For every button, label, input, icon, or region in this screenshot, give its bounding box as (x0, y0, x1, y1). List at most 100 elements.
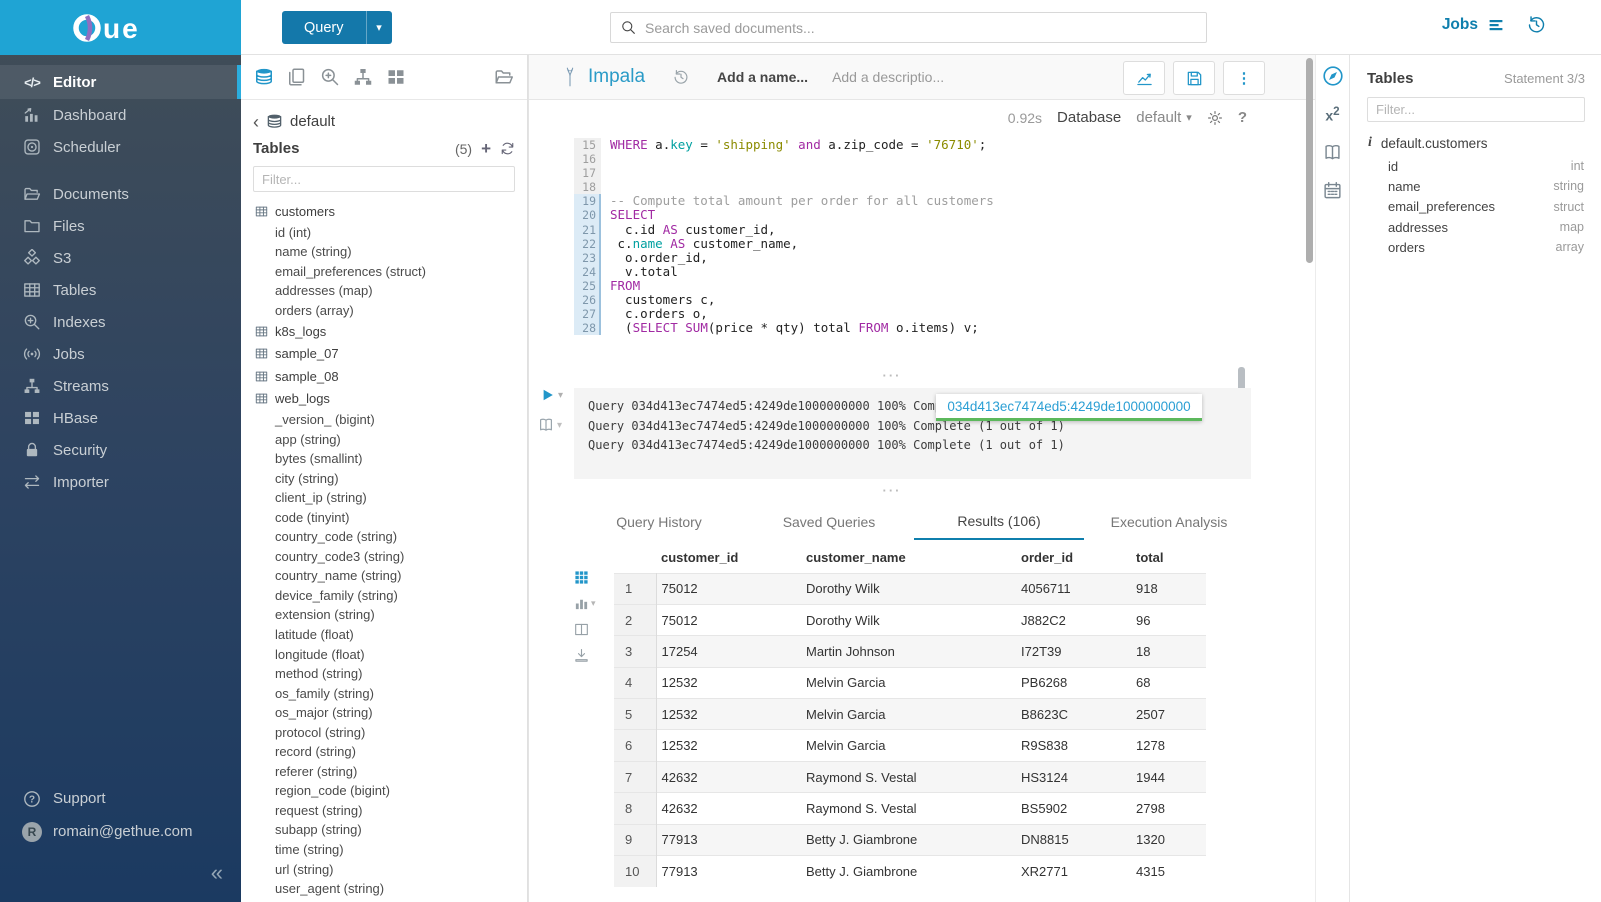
query-button[interactable]: Query ▾ (282, 11, 392, 44)
column-item[interactable]: request (string) (275, 802, 363, 818)
execute-options-caret[interactable]: ▾ (558, 389, 564, 401)
column-item[interactable]: bytes (smallint) (275, 451, 363, 467)
jobs-link[interactable]: Jobs (1441, 15, 1478, 33)
table-row[interactable]: 7 42632 Raymond S. Vestal HS3124 1944 (614, 760, 1206, 793)
assist-column-orders[interactable]: orders array (1388, 237, 1584, 257)
execute-button[interactable]: ▾ (541, 388, 563, 402)
table-item-k8s-logs[interactable]: k8s_logs (255, 320, 527, 342)
assist-column-email-preferences[interactable]: email_preferences struct (1388, 197, 1584, 217)
zoom-in-icon[interactable] (320, 67, 340, 87)
query-dropdown-caret[interactable]: ▾ (365, 11, 392, 44)
chart-view-button[interactable]: ▾ (574, 596, 596, 611)
add-table-button[interactable]: + (481, 138, 491, 158)
editor-resize-handle[interactable]: ··· (882, 368, 902, 383)
help-button[interactable]: ? (1237, 109, 1247, 126)
search-input[interactable] (645, 19, 1196, 36)
sidebar-item-streams[interactable]: Streams (0, 370, 241, 402)
column-item[interactable]: os_major (string) (275, 705, 373, 721)
tab-query-history[interactable]: Query History (616, 513, 702, 530)
more-actions-button[interactable]: ⋮ (1223, 61, 1265, 95)
active-table-row[interactable]: i default.customers (1351, 122, 1601, 151)
column-item[interactable]: name (string) (275, 244, 352, 260)
column-item[interactable]: os_family (string) (275, 685, 374, 701)
column-header-total[interactable]: total (1136, 550, 1164, 566)
assist-column-addresses[interactable]: addresses map (1388, 217, 1584, 237)
assist-tab-language-docs[interactable] (1316, 135, 1349, 169)
column-item[interactable]: latitude (float) (275, 626, 354, 642)
column-item[interactable]: url (string) (275, 861, 334, 877)
global-search[interactable] (610, 12, 1207, 43)
engine-name[interactable]: Impala (588, 66, 646, 87)
grid-view-button[interactable] (574, 570, 596, 585)
column-item[interactable]: country_code3 (string) (275, 548, 405, 564)
column-item[interactable]: extension (string) (275, 607, 375, 623)
hue-logo[interactable]: ue (0, 0, 241, 55)
column-item[interactable]: time (string) (275, 841, 344, 857)
column-item[interactable]: city (string) (275, 470, 339, 486)
sidebar-item-support[interactable]: ? Support (0, 782, 241, 815)
column-item[interactable]: addresses (map) (275, 283, 373, 299)
column-item[interactable]: country_code (string) (275, 529, 398, 545)
save-button[interactable] (1173, 61, 1215, 95)
refresh-icon[interactable] (500, 141, 515, 156)
table-item-sample-07[interactable]: sample_07 (255, 343, 527, 365)
column-header-order-id[interactable]: order_id (1021, 550, 1074, 566)
code-editor[interactable]: 15 WHERE a.key = 'shipping' and a.zip_cod… (529, 137, 1315, 447)
language-reference-button[interactable]: ▾ (538, 417, 562, 433)
column-header-customer-name[interactable]: customer_name (806, 550, 906, 566)
main-scrollbar[interactable] (1306, 58, 1313, 263)
table-item-customers[interactable]: customers (255, 200, 527, 222)
table-item-web-logs[interactable]: web_logs (255, 387, 527, 409)
table-row[interactable]: 4 12532 Melvin Garcia PB6268 68 (614, 666, 1206, 699)
sidebar-item-tables[interactable]: Tables (0, 274, 241, 306)
table-row[interactable]: 10 77913 Betty J. Giambrone XR2771 4315 (614, 855, 1206, 887)
chart-settings-button[interactable] (1123, 61, 1165, 95)
sidebar-item-hbase[interactable]: HBase (0, 402, 241, 434)
jobs-list-icon[interactable] (1487, 17, 1505, 33)
sidebar-item-user[interactable]: R romain@gethue.com (0, 815, 241, 848)
column-item[interactable]: orders (array) (275, 302, 354, 318)
column-item[interactable]: method (string) (275, 666, 363, 682)
sidebar-item-jobs[interactable]: Jobs (0, 338, 241, 370)
column-item[interactable]: longitude (float) (275, 646, 365, 662)
tab-execution-analysis[interactable]: Execution Analysis (1110, 513, 1228, 530)
column-item[interactable]: _version_ (bigint) (275, 411, 375, 427)
column-item[interactable]: user_agent (string) (275, 881, 385, 897)
table-row[interactable]: 5 12532 Melvin Garcia B8623C 2507 (614, 698, 1206, 730)
database-selector[interactable]: default ▾ (1136, 109, 1192, 126)
database-icon[interactable] (254, 67, 274, 87)
query-name-field[interactable]: Add a name... (717, 69, 809, 85)
column-item[interactable]: client_ip (string) (275, 490, 367, 506)
column-item[interactable]: referer (string) (275, 763, 358, 779)
assist-column-id[interactable]: id int (1388, 156, 1584, 176)
history-icon[interactable] (1527, 15, 1546, 34)
gear-icon[interactable] (1207, 110, 1223, 126)
sitemap-icon[interactable] (353, 67, 373, 87)
sidebar-item-security[interactable]: Security (0, 434, 241, 466)
sidebar-item-importer[interactable]: Importer (0, 466, 241, 498)
folder-documents-icon[interactable] (494, 67, 514, 87)
sidebar-item-files[interactable]: Files (0, 210, 241, 242)
assist-tab-functions[interactable]: x2 (1316, 97, 1349, 131)
tab-results-106[interactable]: Results (106) (914, 503, 1084, 540)
database-breadcrumb[interactable]: ‹ default (241, 100, 527, 132)
table-row[interactable]: 2 75012 Dorothy Wilk J882C2 96 (614, 603, 1206, 636)
sidebar-item-indexes[interactable]: Indexes (0, 306, 241, 338)
assist-tab-editor[interactable] (1316, 59, 1349, 93)
column-item[interactable]: subapp (string) (275, 822, 362, 838)
table-row[interactable]: 8 42632 Raymond S. Vestal BS5902 2798 (614, 792, 1206, 825)
copy-documents-icon[interactable] (287, 67, 307, 87)
logs-resize-handle[interactable]: ··· (882, 483, 902, 498)
download-results-button[interactable] (574, 648, 596, 663)
table-row[interactable]: 1 75012 Dorothy Wilk 4056711 918 (614, 572, 1206, 605)
chevron-left-icon[interactable]: ‹ (253, 111, 259, 132)
columns-view-button[interactable] (574, 622, 596, 637)
right-filter-input[interactable] (1367, 97, 1585, 122)
tables-filter-input[interactable] (253, 166, 515, 192)
sidebar-item-documents[interactable]: Documents (0, 178, 241, 210)
column-item[interactable]: app (string) (275, 431, 341, 447)
table-row[interactable]: 6 12532 Melvin Garcia R9S838 1278 (614, 729, 1206, 762)
column-item[interactable]: protocol (string) (275, 724, 366, 740)
history-icon[interactable] (673, 69, 689, 85)
column-header-customer-id[interactable]: customer_id (661, 550, 739, 566)
